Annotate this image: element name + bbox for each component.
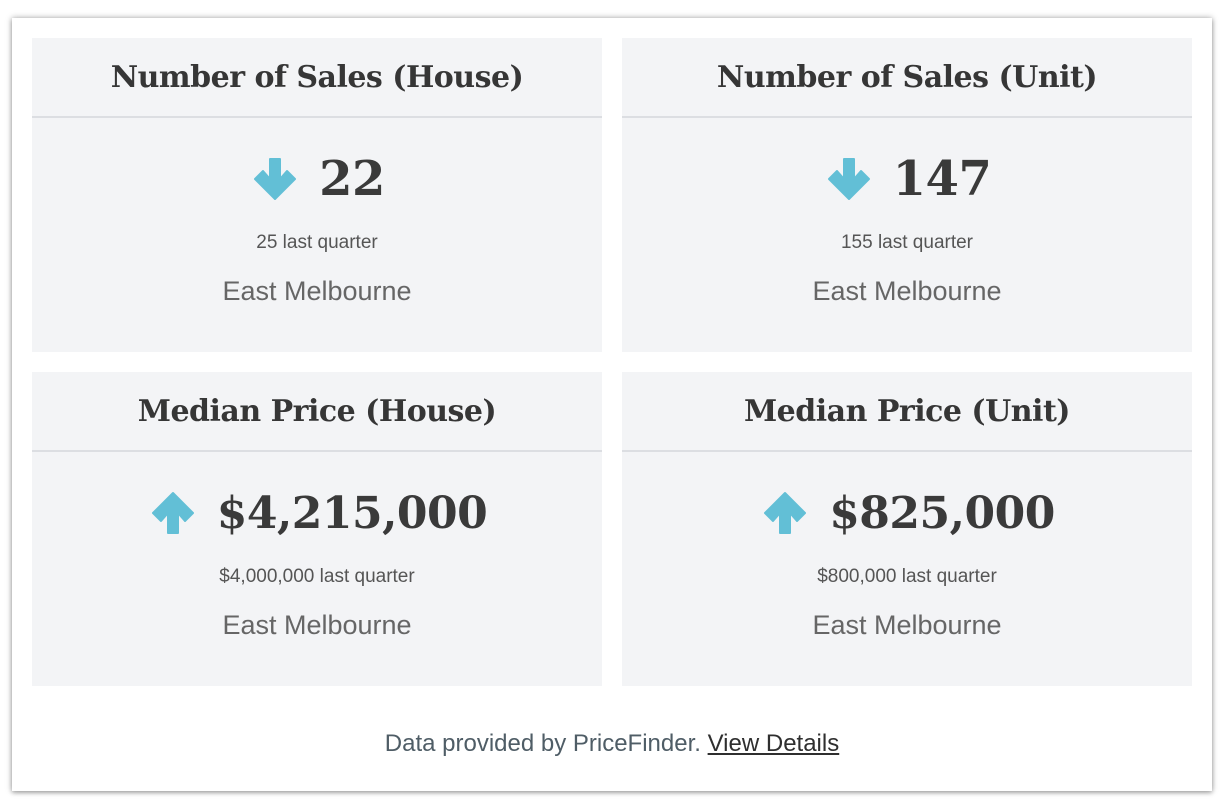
suburb-label: East Melbourne (222, 276, 412, 306)
card-median-house: Median Price (House) $4,215,000 $4,000,0… (32, 372, 602, 686)
value-row: 22 (249, 144, 385, 214)
card-sales-unit: Number of Sales (Unit) 147 155 last quar… (622, 38, 1192, 352)
card-sales-house: Number of Sales (House) 22 25 last quart… (32, 38, 602, 352)
stats-grid: Number of Sales (House) 22 25 last quart… (32, 38, 1192, 686)
card-median-unit: Median Price (Unit) $825,000 $800,000 la… (622, 372, 1192, 686)
card-title: Median Price (Unit) (622, 372, 1192, 452)
last-quarter-value: $800,000 last quarter (817, 566, 997, 587)
suburb-label: East Melbourne (812, 276, 1002, 306)
suburb-label: East Melbourne (222, 610, 412, 640)
metric-value: $4,215,000 (216, 487, 488, 539)
suburb-label: East Melbourne (812, 610, 1002, 640)
last-quarter-value: 25 last quarter (256, 232, 378, 253)
card-title: Number of Sales (House) (32, 38, 602, 118)
arrow-up-icon (759, 487, 811, 539)
value-row: 147 (823, 144, 992, 214)
card-title: Median Price (House) (32, 372, 602, 452)
arrow-down-icon (249, 153, 301, 205)
value-row: $4,215,000 (147, 478, 488, 548)
footer: Data provided by PriceFinder. View Detai… (12, 730, 1212, 758)
card-title: Number of Sales (Unit) (622, 38, 1192, 118)
last-quarter-value: $4,000,000 last quarter (219, 566, 415, 587)
value-row: $825,000 (759, 478, 1055, 548)
metric-value: 22 (319, 151, 385, 207)
stats-widget: Number of Sales (House) 22 25 last quart… (12, 18, 1212, 791)
view-details-link[interactable]: View Details (707, 730, 840, 757)
metric-value: $825,000 (829, 487, 1055, 539)
last-quarter-value: 155 last quarter (840, 232, 974, 253)
arrow-down-icon (823, 153, 875, 205)
footer-text: Data provided by PriceFinder. (384, 730, 701, 757)
arrow-up-icon (147, 487, 199, 539)
metric-value: 147 (892, 151, 992, 207)
